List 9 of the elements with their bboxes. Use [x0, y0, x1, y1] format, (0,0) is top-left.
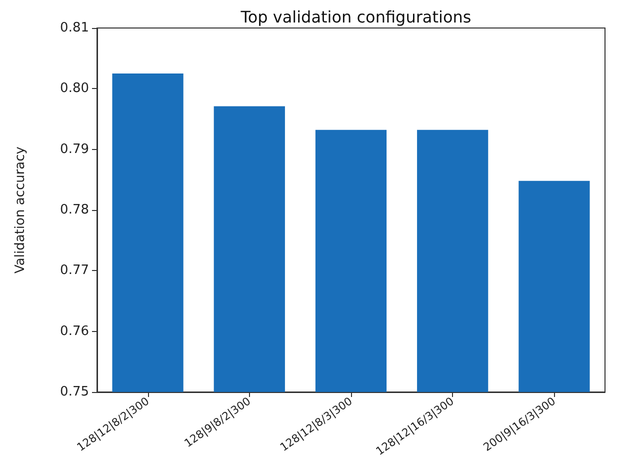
y-tick-label: 0.79 [60, 142, 89, 157]
y-tick-label: 0.77 [60, 263, 89, 278]
y-tick-label: 0.76 [60, 324, 89, 339]
y-tick-label: 0.80 [60, 81, 89, 96]
y-tick-label: 0.81 [60, 20, 89, 36]
y-axis-title: Validation accuracy [13, 146, 28, 274]
y-tick-label: 0.78 [60, 202, 89, 218]
y-tick-label: 0.75 [60, 384, 89, 400]
chart-title: Top validation configurations [240, 8, 472, 26]
